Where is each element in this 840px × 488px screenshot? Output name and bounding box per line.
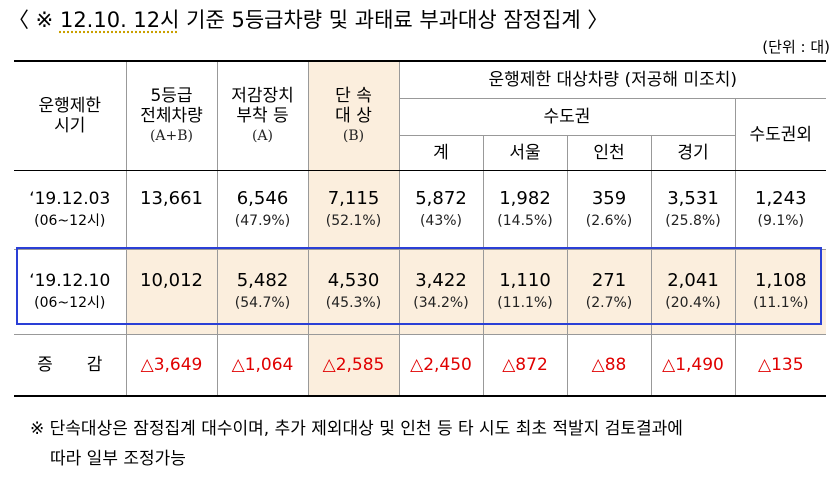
header-device: 저감장치 부착 등 (A) <box>217 60 309 171</box>
diff-device: △1,064 <box>217 334 309 397</box>
header-total: 5등급 전체차량 (A+B) <box>126 60 218 171</box>
row-enforcement: 4,530 (45.3%) <box>308 249 400 335</box>
diff-enforcement: △2,585 <box>308 334 400 397</box>
header-outside: 수도권외 <box>735 98 827 171</box>
header-period: 운행제한 시기 <box>14 60 127 171</box>
header-gyeonggi: 경기 <box>651 135 736 171</box>
footnote-line-2: 따라 일부 조정가능 <box>50 449 186 469</box>
header-incheon: 인천 <box>567 135 652 171</box>
row-incheon: 271 (2.7%) <box>567 249 652 335</box>
unit-label: (단위 : 대) <box>762 38 830 56</box>
row-incheon: 359 (2.6%) <box>567 170 652 250</box>
title-rest: 기준 5등급차량 및 과태료 부과대상 잠정집계 〉 <box>179 8 609 32</box>
title-date: 12.10. 12시 <box>59 8 180 32</box>
diff-sum: △2,450 <box>399 334 484 397</box>
header-capital: 수도권 <box>399 98 736 136</box>
footnote: ※ 단속대상은 잠정집계 대수이며, 추가 제외대상 및 인천 등 타 시도 최… <box>30 414 830 474</box>
diff-seoul: △872 <box>483 334 568 397</box>
footnote-line-1: ※ 단속대상은 잠정집계 대수이며, 추가 제외대상 및 인천 등 타 시도 최… <box>30 419 683 439</box>
diff-outside: △135 <box>735 334 827 397</box>
table-row: ‘19.12.03 (06~12시) 13,661 6,546 (47.9%) 7,… <box>14 170 827 250</box>
row-period: ‘19.12.10 (06~12시) <box>14 249 127 335</box>
header-target: 운행제한 대상차량 (저공해 미조치) <box>399 60 827 99</box>
row-device: 5,482 (54.7%) <box>217 249 309 335</box>
diff-total: △3,649 <box>126 334 218 397</box>
table-row-diff: 증 감 △3,649 △1,064 △2,585 △2,450 △872 △88… <box>14 334 827 397</box>
row-sum: 5,872 (43%) <box>399 170 484 250</box>
row-period: ‘19.12.03 (06~12시) <box>14 170 127 250</box>
diff-gyeonggi: △1,490 <box>651 334 736 397</box>
diff-label: 증 감 <box>14 334 127 397</box>
row-gyeonggi: 2,041 (20.4%) <box>651 249 736 335</box>
page-title: 〈 ※ 12.10. 12시 기준 5등급차량 및 과태료 부과대상 잠정집계 … <box>8 4 608 34</box>
row-device: 6,546 (47.9%) <box>217 170 309 250</box>
row-enforcement: 7,115 (52.1%) <box>308 170 400 250</box>
row-outside: 1,243 (9.1%) <box>735 170 827 250</box>
header-sum: 계 <box>399 135 484 171</box>
row-total: 13,661 <box>126 170 218 250</box>
diff-incheon: △88 <box>567 334 652 397</box>
row-outside: 1,108 (11.1%) <box>735 249 827 335</box>
row-sum: 3,422 (34.2%) <box>399 249 484 335</box>
row-gyeonggi: 3,531 (25.8%) <box>651 170 736 250</box>
title-open: 〈 ※ <box>8 8 60 32</box>
row-seoul: 1,982 (14.5%) <box>483 170 568 250</box>
table-row: ‘19.12.10 (06~12시) 10,012 5,482 (54.7%) 4,… <box>14 249 827 335</box>
header-seoul: 서울 <box>483 135 568 171</box>
row-total: 10,012 <box>126 249 218 335</box>
row-seoul: 1,110 (11.1%) <box>483 249 568 335</box>
